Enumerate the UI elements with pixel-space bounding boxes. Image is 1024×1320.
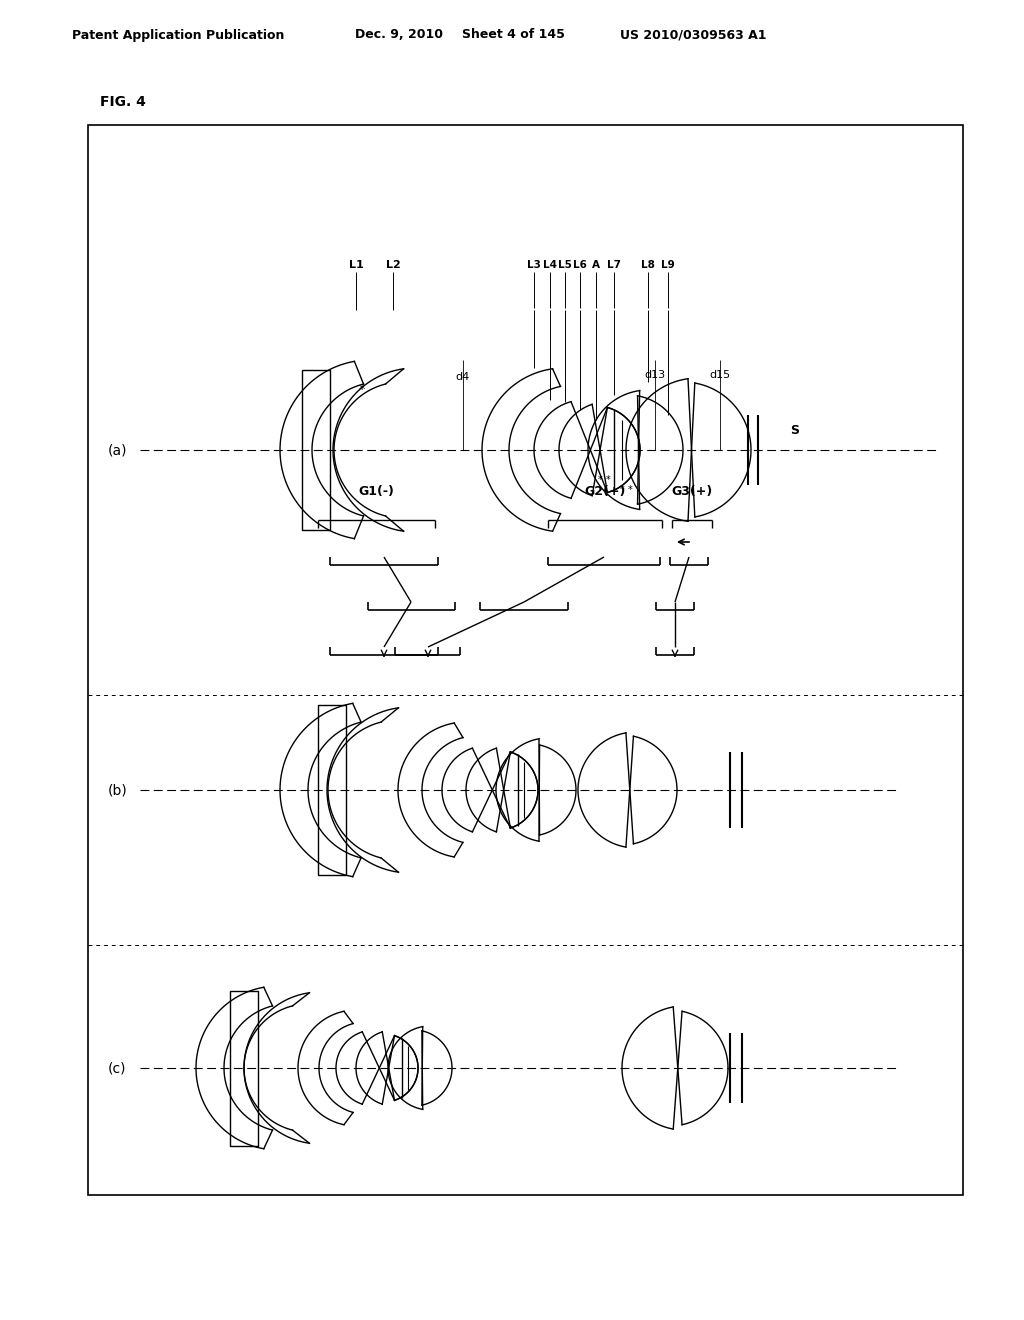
Text: L1: L1 xyxy=(348,260,364,271)
Text: *: * xyxy=(605,475,610,484)
Bar xyxy=(302,370,330,531)
Text: d13: d13 xyxy=(644,370,666,380)
Text: S: S xyxy=(790,424,799,437)
Text: (b): (b) xyxy=(108,783,128,797)
Bar xyxy=(230,991,258,1146)
Text: (c): (c) xyxy=(108,1061,127,1074)
Text: L3: L3 xyxy=(527,260,541,271)
Text: Patent Application Publication: Patent Application Publication xyxy=(72,29,285,41)
Text: (a): (a) xyxy=(108,444,128,457)
Text: G3(+): G3(+) xyxy=(672,484,713,498)
Bar xyxy=(88,125,963,1195)
Text: Sheet 4 of 145: Sheet 4 of 145 xyxy=(462,29,565,41)
Bar xyxy=(318,705,346,875)
Text: L6: L6 xyxy=(573,260,587,271)
Text: FIG. 4: FIG. 4 xyxy=(100,95,145,110)
Text: A: A xyxy=(592,260,600,271)
Text: US 2010/0309563 A1: US 2010/0309563 A1 xyxy=(620,29,767,41)
Text: *: * xyxy=(598,475,602,484)
Text: *: * xyxy=(620,484,625,495)
Text: L7: L7 xyxy=(607,260,621,271)
Text: L5: L5 xyxy=(558,260,572,271)
Text: G1(-): G1(-) xyxy=(358,484,394,498)
Text: L9: L9 xyxy=(662,260,675,271)
Text: Dec. 9, 2010: Dec. 9, 2010 xyxy=(355,29,443,41)
Text: L2: L2 xyxy=(386,260,400,271)
Text: G2(+): G2(+) xyxy=(585,484,626,498)
Text: d4: d4 xyxy=(456,372,470,381)
Text: d15: d15 xyxy=(710,370,730,380)
Text: *: * xyxy=(628,484,633,495)
Text: *: * xyxy=(358,384,366,396)
Text: L4: L4 xyxy=(543,260,557,271)
Text: L8: L8 xyxy=(641,260,655,271)
